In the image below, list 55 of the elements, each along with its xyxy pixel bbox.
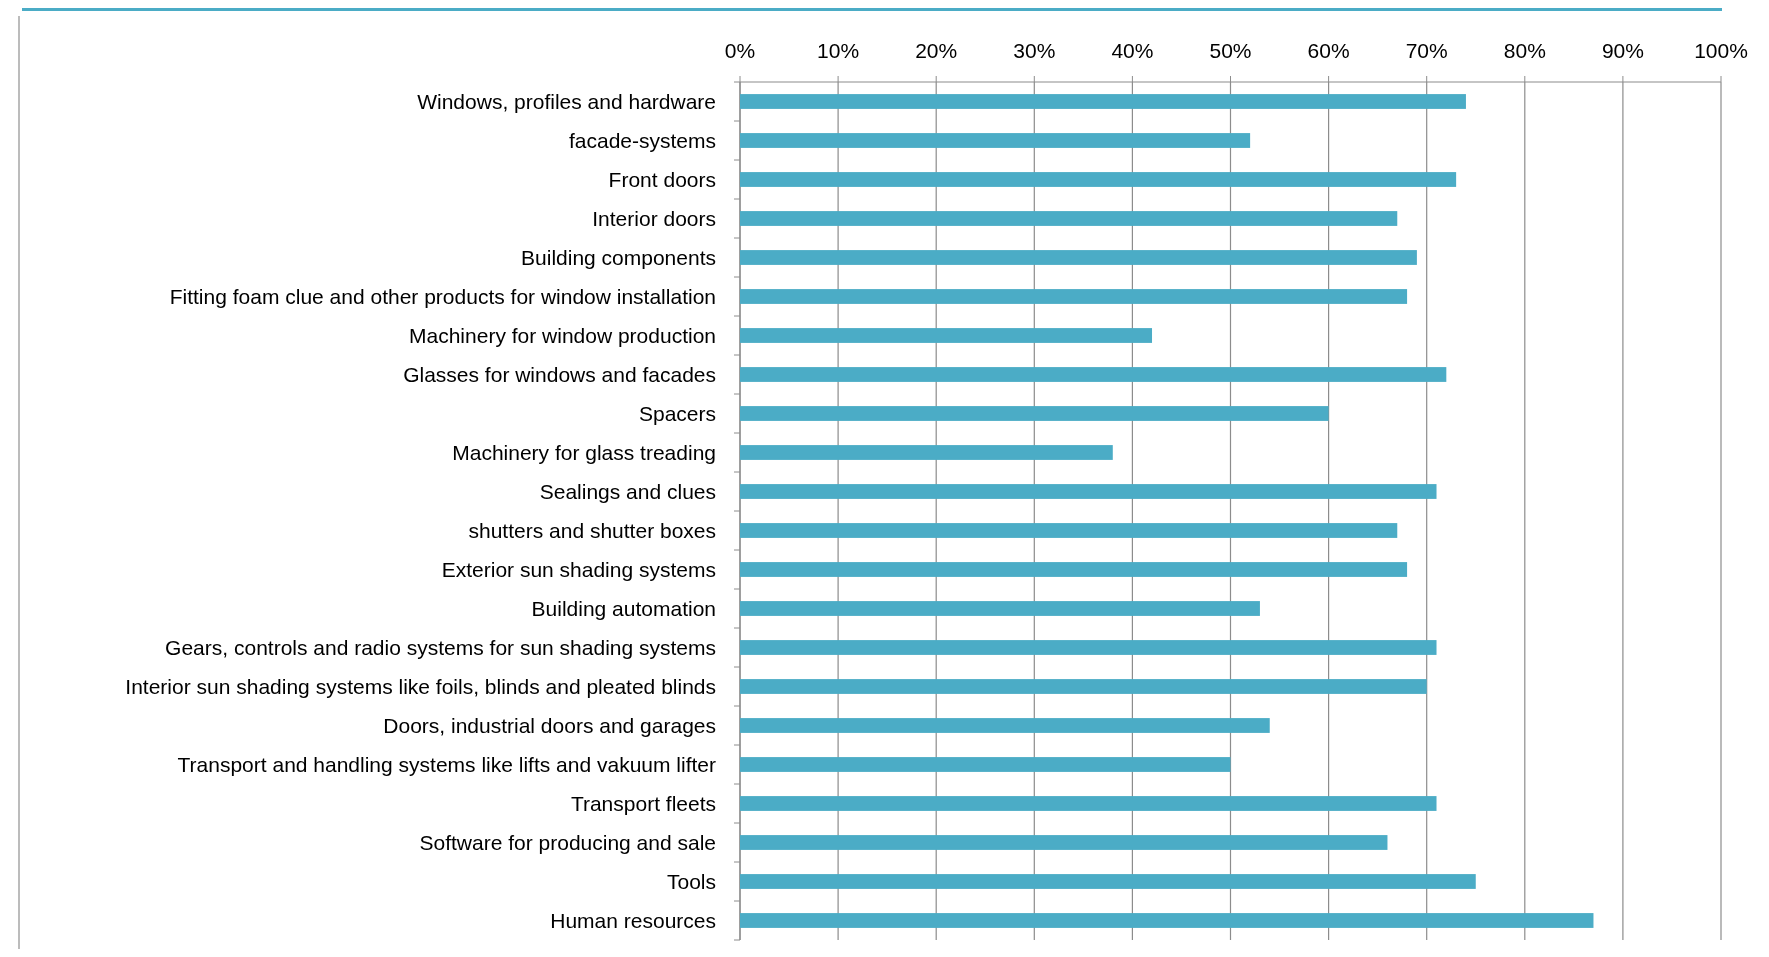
bar	[740, 835, 1388, 850]
x-tick-label: 80%	[1503, 39, 1546, 62]
bar	[740, 406, 1329, 421]
y-tick-label: Glasses for windows and facades	[403, 362, 716, 386]
y-tick-label: Doors, industrial doors and garages	[383, 713, 716, 737]
y-tick-label: Software for producing and sale	[419, 830, 716, 854]
x-tick-label: 20%	[915, 39, 958, 62]
bar	[740, 94, 1466, 109]
y-tick-label: Building automation	[531, 596, 716, 620]
y-tick-label: shutters and shutter boxes	[468, 518, 716, 542]
x-tick-label: 10%	[817, 39, 860, 62]
y-tick-label: Sealings and clues	[539, 479, 716, 503]
y-tick-label: Machinery for window production	[409, 323, 716, 347]
bar	[740, 601, 1260, 616]
bar	[740, 796, 1437, 811]
y-tick-label: facade-systems	[568, 128, 716, 152]
x-tick-label: 100%	[1694, 39, 1748, 62]
bar	[740, 484, 1437, 499]
y-tick-label: Transport fleets	[570, 791, 716, 815]
y-tick-label: Front doors	[608, 167, 716, 191]
bar	[740, 757, 1231, 772]
bar	[740, 445, 1113, 460]
x-tick-label: 60%	[1307, 39, 1350, 62]
bar	[740, 250, 1417, 265]
bar	[740, 367, 1447, 382]
y-tick-label: Machinery for glass treading	[452, 440, 716, 464]
x-tick-label: 0%	[724, 39, 756, 62]
y-tick-label: Human resources	[550, 908, 716, 932]
bar	[740, 523, 1398, 538]
bar	[740, 874, 1476, 889]
y-tick-label: Spacers	[638, 401, 716, 425]
bar	[740, 172, 1457, 187]
bar	[740, 718, 1270, 733]
y-tick-label: Transport and handling systems like lifts and vakuum lifter	[177, 752, 716, 776]
y-tick-label: Building components	[521, 245, 716, 269]
bar	[740, 679, 1427, 694]
x-tick-label: 70%	[1405, 39, 1448, 62]
bar	[740, 289, 1408, 304]
y-tick-label: Gears, controls and radio systems for sun shading systems	[165, 635, 716, 659]
y-tick-label: Interior sun shading systems like foils, blinds and pleated blinds	[125, 674, 716, 698]
bar	[740, 913, 1594, 928]
x-tick-label: 40%	[1111, 39, 1154, 62]
x-tick-label: 50%	[1209, 39, 1252, 62]
y-tick-label: Exterior sun shading systems	[441, 557, 716, 581]
y-tick-label: Fitting foam clue and other products for window installation	[169, 284, 716, 308]
y-tick-label: Tools	[666, 869, 716, 893]
x-tick-label: 30%	[1013, 39, 1056, 62]
bar	[740, 133, 1251, 148]
bar	[740, 211, 1398, 226]
bar	[740, 328, 1153, 343]
y-tick-label: Windows, profiles and hardware	[417, 89, 716, 113]
bar	[740, 640, 1437, 655]
x-tick-label: 90%	[1601, 39, 1644, 62]
bar	[740, 562, 1408, 577]
y-tick-label: Interior doors	[592, 206, 716, 230]
